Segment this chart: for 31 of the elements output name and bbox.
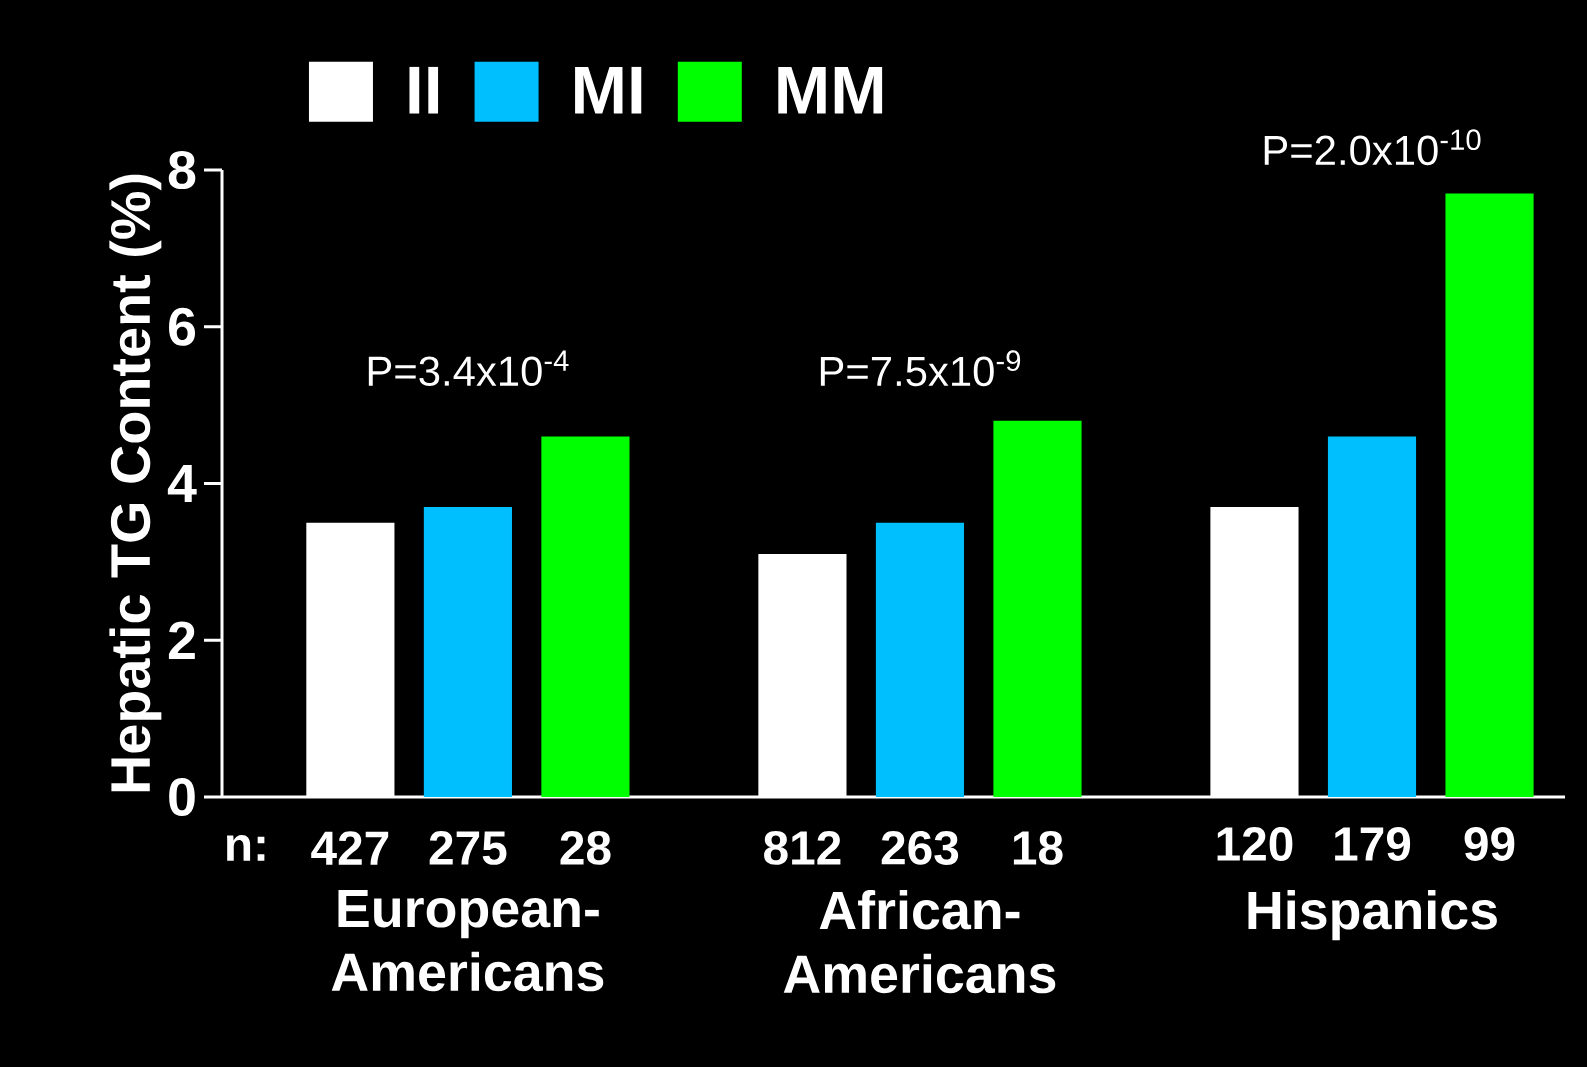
- text: 18: [1013, 831, 1063, 865]
- legend-label: II: [409, 66, 439, 114]
- x-tick-label: African-Americans: [783, 890, 1056, 994]
- bar: [993, 420, 1082, 797]
- text: 28: [560, 831, 611, 865]
- text: 275: [429, 831, 507, 865]
- bar: [1445, 193, 1534, 797]
- y-tick-label: 8: [168, 150, 196, 190]
- bar: [423, 507, 512, 797]
- y-tick-label: 4: [167, 464, 197, 503]
- bar: [1327, 436, 1417, 797]
- text: 263: [881, 830, 959, 865]
- y-tick-label: 2: [168, 621, 195, 660]
- legend-label: MM: [778, 66, 883, 114]
- x-tick-label: European-Americans: [331, 890, 604, 992]
- legend-label: MI: [575, 66, 642, 114]
- y-tick-label: 0: [169, 777, 195, 817]
- text: n:: [227, 835, 265, 861]
- text: 812: [764, 831, 841, 865]
- annotation: P=3.4x10$^{-4}$: [368, 350, 569, 387]
- text: 99: [1464, 827, 1515, 861]
- y-tick-label: 6: [169, 307, 196, 346]
- bar: [541, 436, 630, 797]
- text: 120: [1217, 827, 1293, 861]
- bar: [875, 522, 965, 797]
- y-axis-title: Hepatic TG Content (%): [109, 174, 162, 792]
- text: 427: [311, 831, 389, 865]
- text: P=2.0x10$^{-10}$: [1264, 129, 1481, 166]
- text: 179: [1335, 827, 1411, 861]
- annotation: P=7.5x10$^{-9}$: [820, 350, 1021, 387]
- x-tick-label: Hispanics: [1248, 890, 1497, 941]
